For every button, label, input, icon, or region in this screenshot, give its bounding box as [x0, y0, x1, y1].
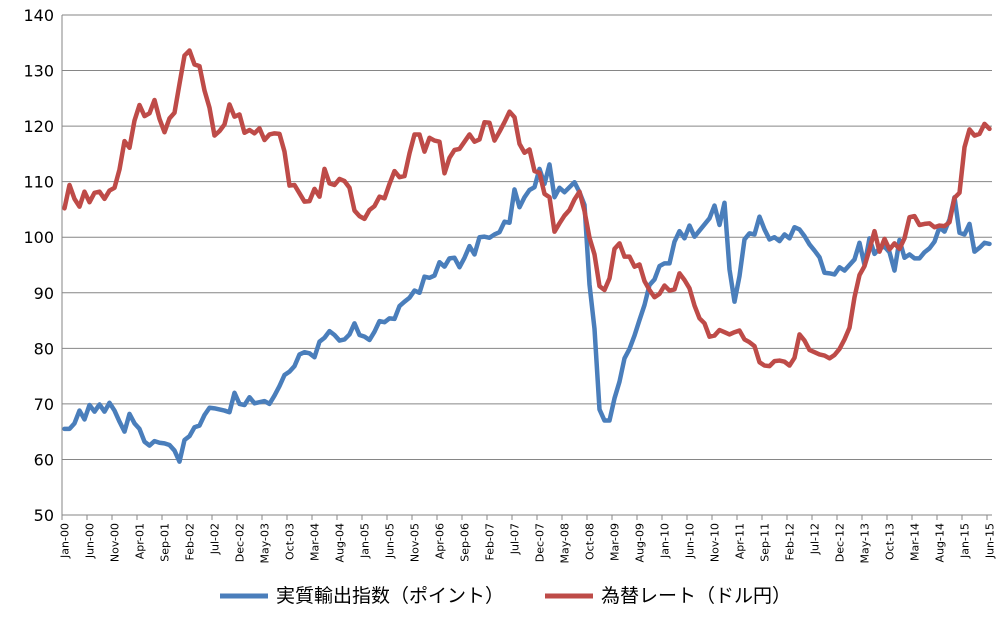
- x-tick-labels: Jan-00 Jun-00 Nov-00 Apr-01 Sep-01 Feb-02 Jul-…: [59, 523, 997, 564]
- x-tick-label: Sep-11: [759, 523, 772, 562]
- y-tick-label: 60: [34, 450, 54, 469]
- x-tick-label: Jan-00: [59, 523, 72, 559]
- legend-label-1: 為替レート（ドル円）: [601, 585, 791, 607]
- x-tick-label: Jun-00: [84, 523, 97, 559]
- x-tick-label: Sep-01: [159, 523, 172, 562]
- x-tick-label: Nov-05: [409, 523, 422, 562]
- x-tick-label: Nov-10: [709, 523, 722, 562]
- x-tick-label: May-03: [259, 523, 272, 564]
- x-tick-label: Feb-02: [184, 523, 197, 560]
- y-tick-label: 70: [34, 395, 54, 414]
- x-tick-label: Jan-15: [959, 523, 972, 559]
- legend-label-0: 実質輸出指数（ポイント）: [276, 585, 504, 607]
- x-tick-label: Apr-06: [434, 523, 447, 559]
- x-tick-label: Jul-02: [209, 523, 222, 555]
- x-tick-label: Jun-15: [984, 523, 997, 559]
- x-tick-label: Dec-02: [234, 523, 247, 562]
- x-tick-label: Aug-09: [634, 523, 647, 562]
- series-line-1: [62, 48, 992, 369]
- y-tick-label: 90: [34, 284, 54, 303]
- x-tick-label: Apr-11: [734, 523, 747, 559]
- series-lines: [62, 48, 992, 464]
- legend: 実質輸出指数（ポイント） 為替レート（ドル円）: [220, 585, 791, 607]
- x-tick-label: Jun-10: [684, 523, 697, 559]
- x-tick-label: Oct-03: [284, 523, 297, 560]
- x-tick-label: Jan-10: [659, 523, 672, 559]
- gridlines: [62, 14, 992, 460]
- y-tick-label: 100: [23, 228, 54, 247]
- y-tick-label: 80: [34, 339, 54, 358]
- y-tick-label: 140: [23, 6, 54, 25]
- x-tick-label: Feb-07: [484, 523, 497, 560]
- x-tick-label: May-08: [559, 523, 572, 564]
- x-tick-label: May-13: [859, 523, 872, 564]
- x-tick-label: Oct-13: [884, 523, 897, 560]
- x-tick-label: Aug-04: [334, 523, 347, 562]
- axes: [61, 15, 992, 520]
- x-tick-label: Sep-06: [459, 523, 472, 562]
- x-tick-label: Oct-08: [584, 523, 597, 560]
- y-tick-label: 110: [23, 173, 54, 192]
- y-tick-label: 120: [23, 117, 54, 136]
- x-tick-label: Dec-07: [534, 523, 547, 562]
- x-tick-label: Jul-07: [509, 523, 522, 555]
- x-tick-label: Mar-04: [309, 523, 322, 561]
- x-tick-label: Jul-12: [809, 523, 822, 555]
- x-tick-label: Feb-12: [784, 523, 797, 560]
- y-tick-label: 50: [34, 506, 54, 525]
- x-tick-label: Aug-14: [934, 523, 947, 562]
- x-tick-label: Mar-14: [909, 523, 922, 561]
- x-tick-label: Jan-05: [359, 523, 372, 559]
- x-tick-label: Nov-00: [109, 523, 122, 562]
- x-tick-label: Jun-05: [384, 523, 397, 559]
- y-tick-label: 130: [23, 62, 54, 81]
- y-tick-labels: 50 60 70 80 90 100 110 120 130 140: [23, 6, 54, 525]
- x-tick-label: Dec-12: [834, 523, 847, 562]
- x-tick-label: Apr-01: [134, 523, 147, 559]
- series-line-0: [62, 162, 992, 464]
- x-tick-label: Mar-09: [609, 523, 622, 561]
